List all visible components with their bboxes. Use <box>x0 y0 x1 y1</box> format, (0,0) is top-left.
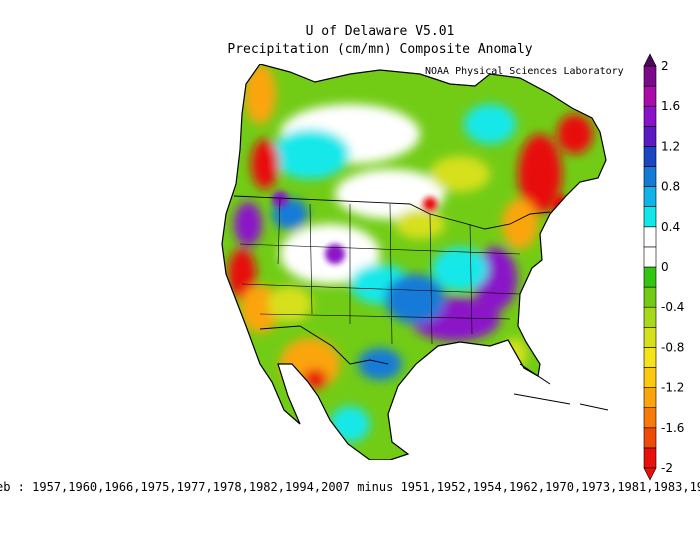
wet-light-region <box>335 169 445 219</box>
wet-light-region <box>432 247 488 291</box>
coastline <box>221 64 607 460</box>
colorbar-tick-label: -2 <box>661 461 673 475</box>
borders <box>233 195 609 411</box>
wet-region <box>464 104 516 144</box>
colorbar-tick-label: -1.6 <box>661 421 684 435</box>
colorbar-swatch <box>643 347 657 368</box>
colorbar: 2 1.6 1.2 0.8 0.4 0 -0.4 -0.8 -1.2 -1.6 -2 <box>643 53 684 481</box>
colorbar-swatch <box>643 65 657 87</box>
colorbar-swatch <box>643 206 657 228</box>
colorbar-swatch <box>643 226 657 248</box>
dry-light-region <box>503 338 527 370</box>
colorbar-tick-label: 1.2 <box>661 139 680 153</box>
wet-strong-spot <box>325 244 345 264</box>
wet-mid-region <box>358 348 402 380</box>
colorbar-tick-label: -0.8 <box>661 340 684 354</box>
colorbar-swatch <box>643 85 657 107</box>
colorbar-tick-label: 0 <box>661 260 669 274</box>
colorbar-swatch <box>643 407 657 429</box>
caribbean-islands <box>513 363 609 411</box>
wet-region <box>270 129 350 179</box>
wet-strong-region <box>234 202 262 246</box>
dry-light-region <box>268 286 312 322</box>
dry-strong-region <box>251 139 279 189</box>
colorbar-tick-label: 2 <box>661 59 669 73</box>
colorbar-swatch <box>643 246 657 268</box>
dry-strong-spot <box>423 197 437 211</box>
colorbar-swatch <box>643 166 657 187</box>
colorbar-swatch <box>643 367 657 388</box>
wet-mid-region <box>385 274 445 324</box>
colorbar-swatch <box>643 427 657 449</box>
colorbar-tick-label: 1.6 <box>661 99 680 113</box>
dry-mid-region <box>502 199 538 249</box>
colorbar-tick-label: 0.8 <box>661 180 680 194</box>
colorbar-tick-label: 0.4 <box>661 220 680 234</box>
anomaly-map <box>221 64 609 460</box>
us-canada-border <box>233 195 551 230</box>
colorbar-swatch <box>643 306 657 328</box>
colorbar-swatch <box>643 447 657 469</box>
state-lines-ew <box>239 243 521 320</box>
colorbar-swatch <box>643 266 657 288</box>
dry-strong-region <box>228 248 256 300</box>
dry-region <box>395 209 445 239</box>
chart-title: U of Delaware V5.01 <box>305 24 455 39</box>
colorbar-swatch <box>643 126 657 147</box>
colorbar-swatch <box>643 387 657 409</box>
colorbar-tick-label: -1.2 <box>661 381 684 395</box>
footer-caption: eb : 1957,1960,1966,1975,1977,1978,1982,… <box>0 480 700 500</box>
dry-region <box>430 156 490 192</box>
source-credit: NOAA Physical Sciences Laboratory <box>425 66 624 77</box>
footer-text: eb : 1957,1960,1966,1975,1977,1978,1982,… <box>0 480 700 494</box>
colorbar-min-arrow <box>643 467 657 481</box>
colorbar-swatch <box>643 326 657 348</box>
state-lines-ns <box>277 198 473 345</box>
us-mexico-border <box>259 325 389 365</box>
wet-light-region <box>330 406 370 442</box>
colorbar-tick-label: -0.4 <box>661 300 684 314</box>
dry-strong-region <box>518 134 562 214</box>
colorbar-swatch <box>643 286 657 308</box>
colorbar-max-arrow <box>643 53 657 67</box>
dry-strong-region <box>303 369 327 389</box>
colorbar-swatch <box>643 146 657 167</box>
colorbar-swatches <box>643 53 657 481</box>
dry-strong-region <box>557 114 593 154</box>
colorbar-swatch <box>643 105 657 127</box>
dry-mid-region <box>244 64 276 124</box>
colorbar-swatch <box>643 186 657 208</box>
chart-subtitle: Precipitation (cm/mn) Composite Anomaly <box>227 42 533 57</box>
colorbar-ticks: 2 1.6 1.2 0.8 0.4 0 -0.4 -0.8 -1.2 -1.6 -2 <box>661 59 684 475</box>
